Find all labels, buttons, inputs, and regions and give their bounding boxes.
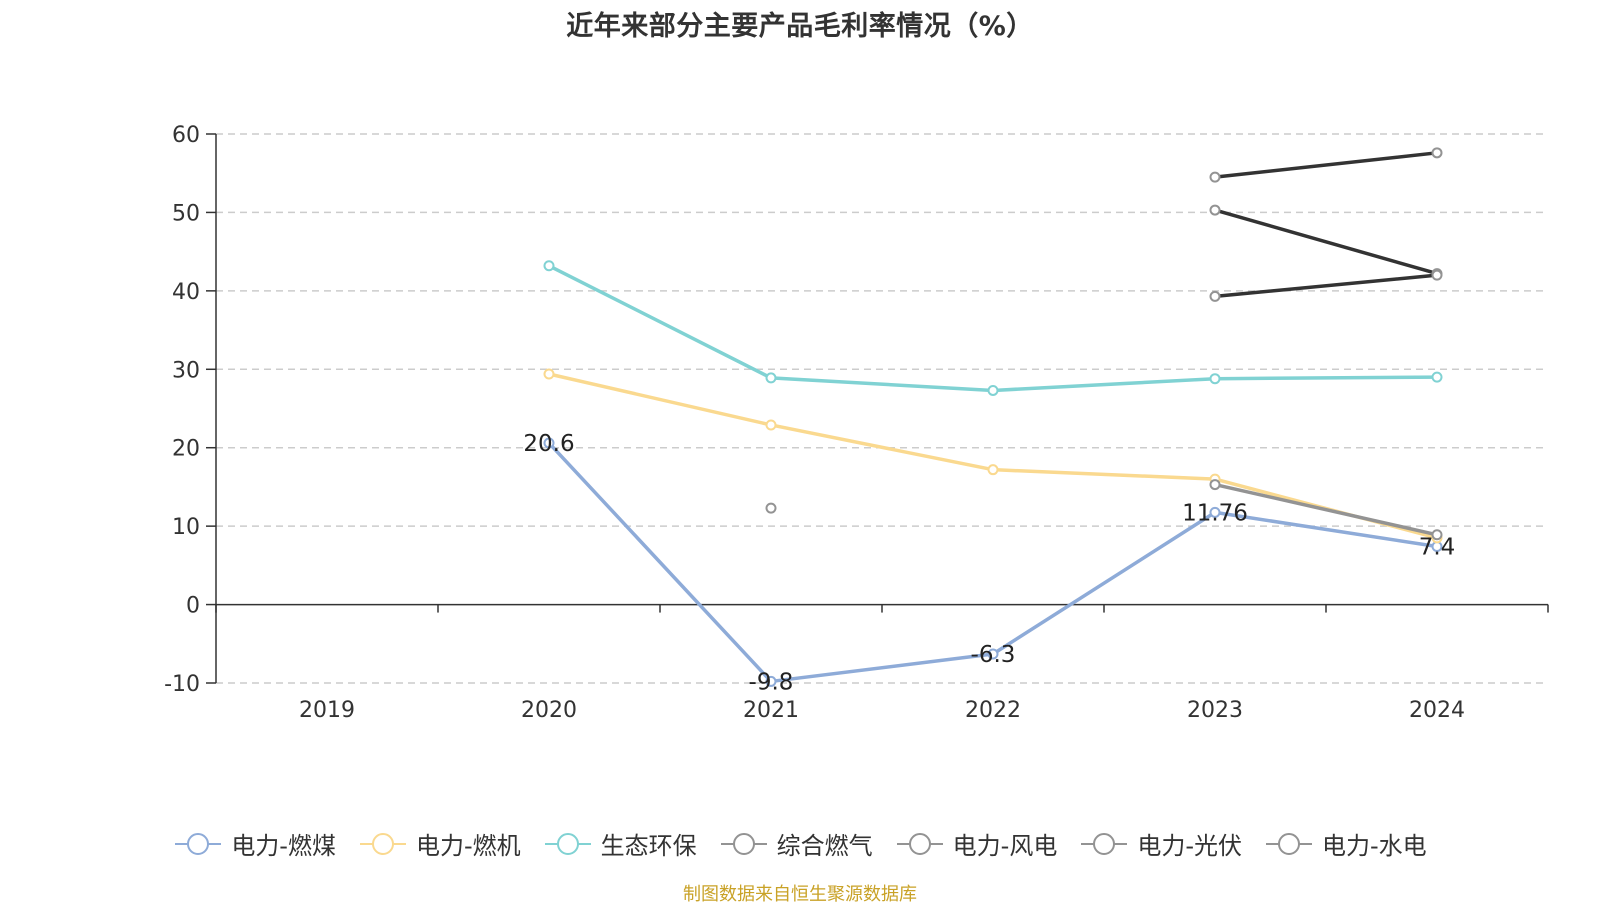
data-point <box>1431 529 1443 541</box>
legend-marker-icon <box>896 832 943 855</box>
legend-item[interactable]: 电力-燃煤 <box>173 826 336 861</box>
y-tick-label: 30 <box>172 358 200 383</box>
data-label: -6.3 <box>971 642 1016 668</box>
y-tick-label: 60 <box>172 123 200 148</box>
x-tick-label: 2020 <box>521 698 577 723</box>
data-point <box>1209 290 1221 302</box>
data-point <box>1209 373 1221 385</box>
legend-item[interactable]: 生态环保 <box>543 826 697 861</box>
data-point <box>1431 147 1443 159</box>
series-line-segment <box>547 372 773 427</box>
data-point <box>1209 171 1221 183</box>
data-point <box>1209 506 1221 518</box>
legend-item[interactable]: 电力-风电 <box>895 826 1058 861</box>
legend-item[interactable]: 综合燃气 <box>719 826 873 861</box>
y-tick-label: 0 <box>186 594 200 619</box>
y-tick-label: -10 <box>164 672 200 697</box>
legend-marker-icon <box>1266 832 1312 855</box>
legend-item[interactable]: 电力-光伏 <box>1079 826 1242 861</box>
legend-marker-icon <box>175 832 222 855</box>
series-line-segment <box>769 652 995 684</box>
data-point <box>1209 479 1221 491</box>
chart-legend: 电力-燃煤 电力-燃机 生态环保 综合燃气 电力-风电 电力-光伏 电力-水电 <box>0 826 1600 861</box>
data-points <box>543 147 1443 687</box>
y-tick-label: 20 <box>172 437 200 462</box>
series-line-segment <box>1213 375 1439 381</box>
legend-label: 电力-燃煤 <box>231 832 336 860</box>
data-point <box>543 260 555 272</box>
legend-item[interactable]: 电力-水电 <box>1264 826 1427 861</box>
data-point <box>1209 204 1221 216</box>
legend-label: 综合燃气 <box>776 832 873 860</box>
legend-label: 生态环保 <box>600 832 697 860</box>
data-label: 7.4 <box>1419 535 1456 561</box>
series-line-segment <box>769 423 995 472</box>
data-point <box>765 419 777 431</box>
y-tick-label: 50 <box>172 201 200 226</box>
y-tick-label: 10 <box>172 515 200 540</box>
axes: -10 0 10 20 30 40 50 60 2019 2020 2021 2022 2023 2024 <box>164 123 1549 723</box>
x-tick-label: 2024 <box>1409 698 1465 723</box>
series-lines <box>547 151 1439 684</box>
data-point <box>765 675 777 687</box>
chart-title: 近年来部分主要产品毛利率情况（%） <box>566 11 1034 42</box>
data-point <box>765 502 777 514</box>
legend-marker-icon <box>359 832 406 855</box>
data-point <box>765 372 777 384</box>
x-tick-label: 2023 <box>1187 698 1243 723</box>
legend-marker-icon <box>544 832 591 855</box>
data-label: -9.8 <box>749 669 794 695</box>
data-point <box>987 464 999 476</box>
series-line-segment <box>991 467 1217 481</box>
source-note: 制图数据来自恒生聚源数据库 <box>683 884 917 905</box>
legend-label: 电力-光伏 <box>1137 832 1242 860</box>
series-line-segment <box>547 264 773 380</box>
data-point <box>1431 371 1443 383</box>
data-label: 11.76 <box>1182 500 1248 526</box>
series-line-segment <box>991 376 1217 393</box>
series-line-segment <box>1213 510 1439 549</box>
series-line-segment <box>1213 151 1439 179</box>
series-line-segment <box>991 510 1217 656</box>
legend-label: 电力-水电 <box>1322 832 1427 860</box>
x-tick-label: 2021 <box>743 698 799 723</box>
series-line-segment <box>1213 482 1439 537</box>
series-line-segment <box>547 441 773 684</box>
data-point <box>987 648 999 660</box>
legend-label: 电力-燃机 <box>415 832 521 860</box>
series-line-segment <box>1213 273 1439 299</box>
data-point <box>543 368 555 380</box>
data-point <box>987 384 999 396</box>
series-line-segment <box>1213 208 1439 276</box>
data-point <box>1431 269 1443 281</box>
legend-marker-icon <box>720 832 767 855</box>
data-label: 20.6 <box>523 431 574 457</box>
y-tick-label: 40 <box>172 280 200 305</box>
data-point <box>543 437 555 449</box>
x-tick-label: 2019 <box>299 698 355 723</box>
data-labels: 20.6 -9.8 -6.3 11.76 7.4 <box>523 431 1455 695</box>
series-line-segment <box>769 376 995 393</box>
grid-lines <box>216 133 1548 684</box>
legend-item[interactable]: 电力-燃机 <box>358 826 521 861</box>
legend-marker-icon <box>1081 832 1128 855</box>
legend-label: 电力-风电 <box>952 832 1058 860</box>
x-tick-label: 2022 <box>965 698 1021 723</box>
